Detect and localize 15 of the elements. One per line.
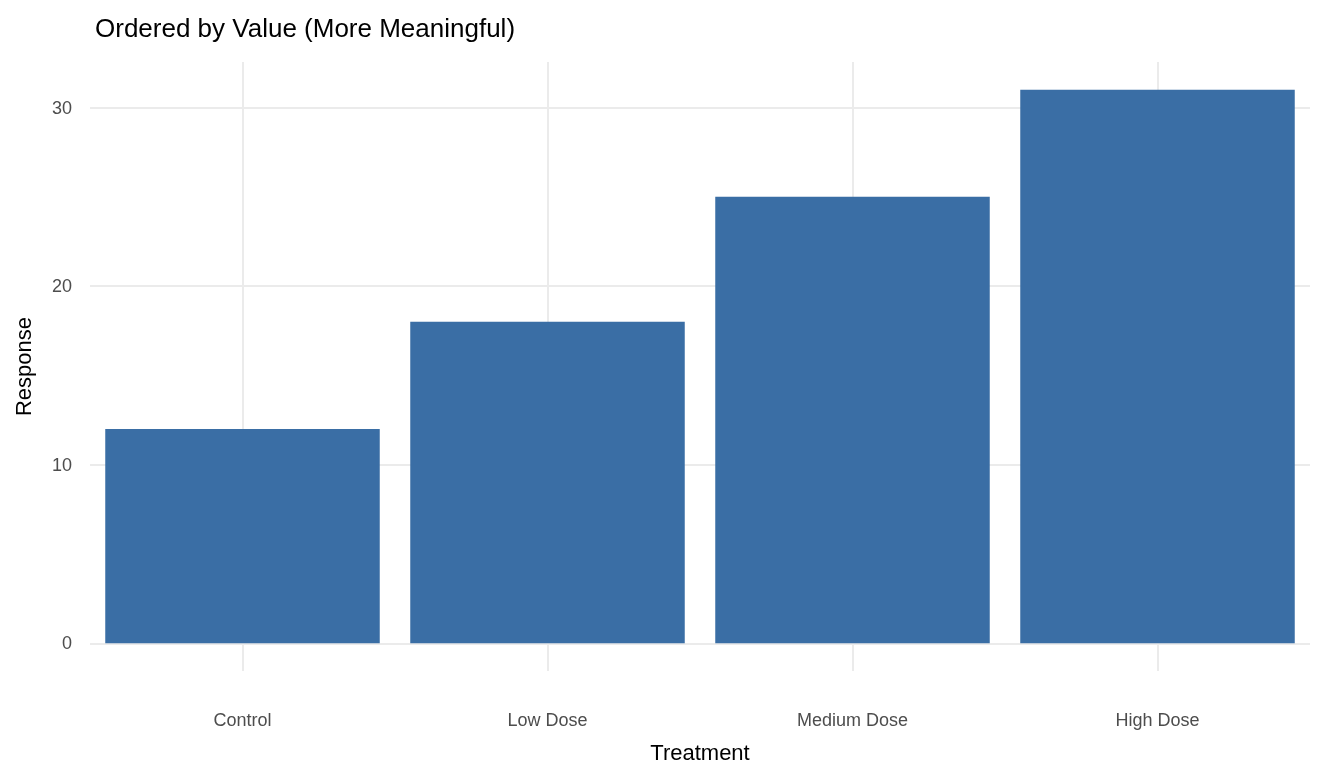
chart-title: Ordered by Value (More Meaningful) [95,13,516,43]
x-tick-label: High Dose [1115,710,1200,730]
bar [1020,89,1295,644]
bar [715,196,990,644]
y-axis-title: Response [10,316,36,417]
bar [410,321,685,644]
bar [105,429,380,644]
y-tick-label: 0 [61,633,72,654]
y-tick-label: 10 [51,454,72,475]
y-tick-label: 30 [51,97,72,118]
x-axis-title: Treatment [650,739,750,765]
x-tick-label: Medium Dose [796,710,909,730]
x-tick-label: Control [213,710,272,730]
y-tick-label: 20 [51,276,72,297]
x-tick-label: Low Dose [507,710,588,730]
